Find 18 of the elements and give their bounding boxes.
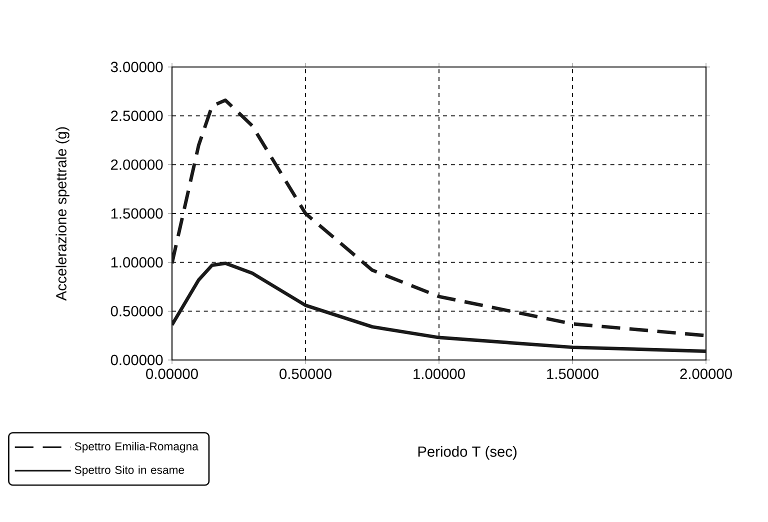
y-tick-label: 3.00000 (110, 62, 163, 72)
line-series (172, 262, 706, 353)
y-tick-label: 0.50000 (110, 306, 163, 316)
line-series (172, 98, 706, 338)
x-tick-label: 2.00000 (680, 368, 732, 380)
y-tick-label: 1.50000 (111, 208, 163, 219)
y-axis-title: Accelerazione spettrale (g) (56, 127, 70, 301)
y-tick-label: 0.00000 (110, 354, 163, 366)
x-tick-label: 0.00000 (146, 368, 198, 380)
y-tick-label: 2.00000 (111, 159, 163, 170)
legend-label: Spettro Sito in esame (74, 466, 184, 476)
x-tick-label: 1.00000 (414, 368, 465, 380)
y-tick-label: 1.00000 (111, 257, 163, 268)
x-tick-label: 1.50000 (547, 368, 598, 380)
legend-label: Spettro Emilia-Romagna (74, 442, 198, 453)
x-axis-title: Periodo T (sec) (418, 446, 516, 460)
x-tick-label: 0.50000 (280, 368, 332, 380)
y-tick-label: 2.50000 (111, 110, 163, 122)
